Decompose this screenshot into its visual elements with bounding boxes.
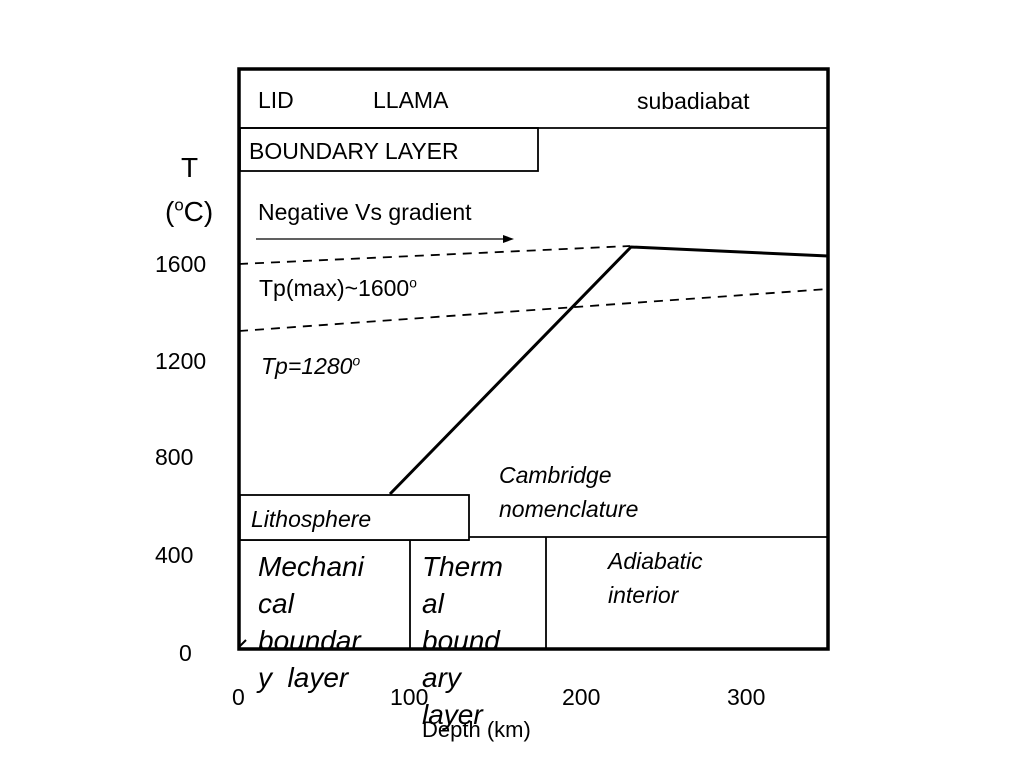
- nomenclature-label: nomenclature: [499, 496, 639, 522]
- mechanical-line-4: y layer: [258, 662, 349, 693]
- x-tick-300: 300: [727, 684, 766, 710]
- lithosphere-box-frame: [239, 494, 470, 541]
- cambridge-label: Cambridge: [499, 462, 612, 488]
- y-tick-0: 0: [179, 640, 192, 666]
- llama-label: LLAMA: [373, 87, 449, 113]
- thermal-line-1: Therm: [422, 551, 503, 582]
- adiabatic-label: Adiabatic: [608, 548, 703, 574]
- lid-label: LID: [258, 87, 294, 113]
- x-axis-label: Depth (km): [422, 717, 531, 742]
- thermal-boundary-layer-label: Therm al bound ary layer: [422, 548, 546, 733]
- x-tick-100: 100: [390, 684, 429, 710]
- adiabat-1600-dashed: [238, 245, 631, 265]
- y-tick-800: 800: [155, 444, 194, 470]
- y-axis-label-unit: (oC): [165, 195, 214, 227]
- y-tick-400: 400: [155, 542, 194, 568]
- boundary-layer-box-frame: [239, 127, 539, 172]
- tp-1280-label: Tp=1280o: [261, 353, 361, 379]
- thermal-line-5: layer: [422, 699, 483, 730]
- geotherm-line: [388, 245, 829, 496]
- origin-tick: [238, 639, 247, 648]
- thermal-line-4: ary: [422, 662, 461, 693]
- tp-max-label: Tp(max)~1600o: [259, 275, 417, 301]
- lithosphere-label: Lithosphere: [251, 506, 372, 532]
- boundary-layer-label: BOUNDARY LAYER: [249, 138, 459, 164]
- x-tick-200: 200: [562, 684, 601, 710]
- x-tick-0: 0: [232, 684, 245, 710]
- thermal-line-2: al: [422, 588, 444, 619]
- thermal-line-3: bound: [422, 625, 500, 656]
- plot-frame: [237, 67, 830, 651]
- interior-label: interior: [608, 582, 679, 608]
- mechanical-line-1: Mechani: [258, 551, 364, 582]
- y-tick-1600: 1600: [155, 251, 207, 277]
- y-axis-label-letter: T: [181, 152, 199, 183]
- negative-vs-arrowhead-icon: [503, 235, 514, 243]
- mechanical-boundary-layer-label: Mechani cal boundar y layer: [258, 548, 408, 696]
- mechanical-line-2: cal: [258, 588, 294, 619]
- adiabat-1280-dashed: [238, 288, 829, 332]
- negative-vs-gradient-label: Negative Vs gradient: [258, 199, 472, 225]
- subadiabat-label: subadiabat: [637, 88, 750, 114]
- y-tick-1200: 1200: [155, 348, 207, 374]
- mechanical-line-3: boundar: [258, 625, 361, 656]
